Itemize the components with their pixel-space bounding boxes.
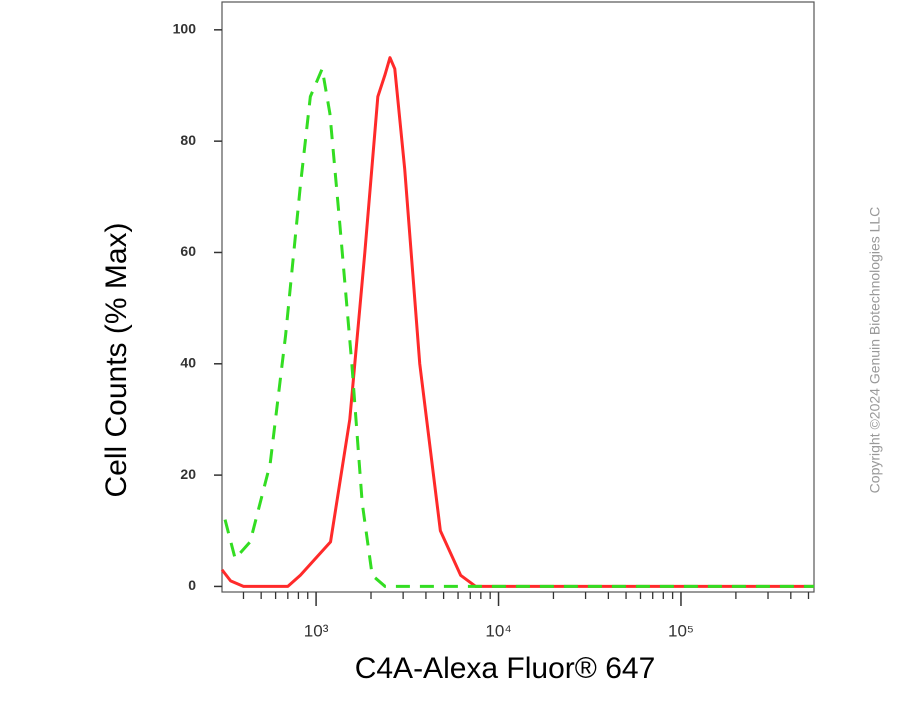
copyright: Copyright ©2024 Genuin Biotechnologies L… — [867, 207, 883, 494]
y-tick-label: 40 — [180, 354, 196, 370]
plot-frame — [221, 1, 815, 593]
y-axis-title: Cell Counts (% Max) — [100, 222, 133, 497]
series-line — [220, 56, 814, 588]
x-tick-label: 10³ — [304, 621, 329, 640]
y-tick-label: 0 — [188, 577, 196, 593]
y-tick-label: 60 — [180, 243, 196, 259]
x-axis-title: C4A-Alexa Fluor® 647 — [355, 652, 656, 685]
y-tick-label: 20 — [180, 466, 196, 482]
x-tick-label: 10⁴ — [485, 621, 511, 640]
series-line — [223, 67, 814, 588]
y-tick-label: 100 — [173, 21, 197, 37]
y-tick-label: 80 — [180, 132, 196, 148]
x-tick-label: 10⁵ — [668, 621, 694, 640]
